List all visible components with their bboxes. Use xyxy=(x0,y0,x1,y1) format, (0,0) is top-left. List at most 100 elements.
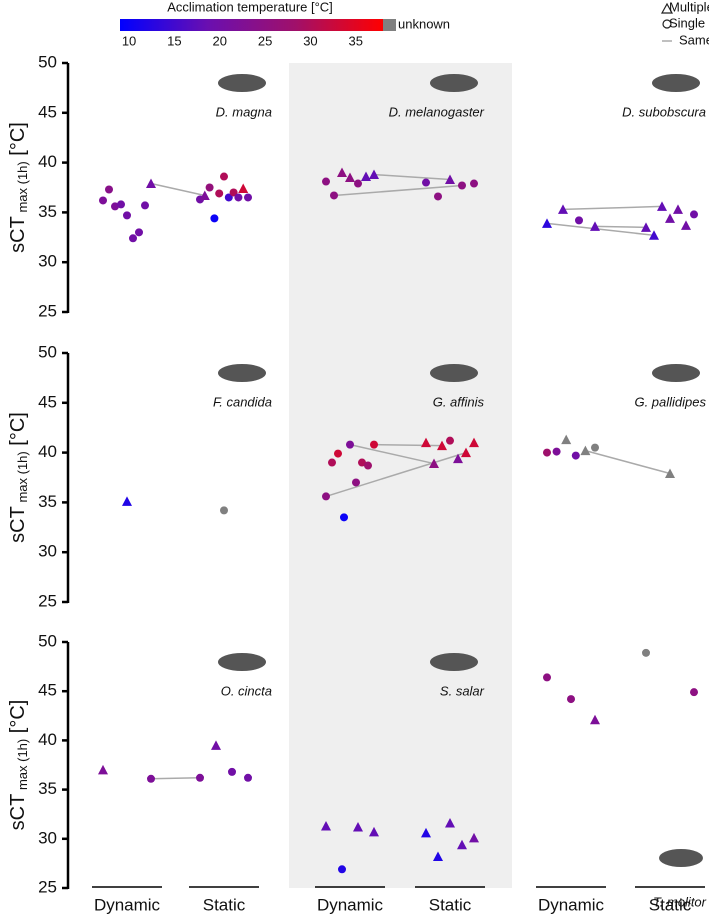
circle-point xyxy=(244,193,252,202)
y-tick-label: 40 xyxy=(38,442,57,461)
triangle-point xyxy=(542,218,552,228)
circle-point xyxy=(123,211,131,220)
triangle-point xyxy=(445,818,455,828)
circle-point xyxy=(422,178,430,187)
species-label: O. cincta xyxy=(221,683,272,698)
circle-point xyxy=(364,461,372,470)
y-tick-label: 30 xyxy=(38,828,57,847)
y-tick-label: 30 xyxy=(38,252,57,271)
legend-label: Single measurement xyxy=(669,15,709,30)
circle-point xyxy=(220,172,228,181)
legend-label: Same publication xyxy=(679,32,709,47)
triangle-point xyxy=(590,221,600,231)
colorbar xyxy=(120,19,383,31)
circle-point xyxy=(328,458,336,467)
species-label: D. melanogaster xyxy=(389,104,485,119)
circle-point xyxy=(543,448,551,457)
triangle-point xyxy=(649,230,659,240)
triangle-point xyxy=(421,437,431,448)
circle-point xyxy=(99,196,107,205)
triangle-point xyxy=(337,167,347,178)
x-category-label: Static xyxy=(649,895,692,914)
colorbar-tick-label: 10 xyxy=(122,33,136,48)
y-axis-label-part: max (1h) xyxy=(15,451,30,506)
y-tick-label: 35 xyxy=(38,492,57,511)
animal-silhouette xyxy=(430,364,478,382)
triangle-point xyxy=(238,183,249,193)
circle-point xyxy=(690,210,698,219)
circle-point xyxy=(358,458,366,467)
circle-point xyxy=(215,189,224,198)
y-tick-label: 50 xyxy=(38,52,57,71)
circle-point xyxy=(196,773,204,782)
animal-silhouette xyxy=(218,364,266,382)
publication-link xyxy=(373,443,443,447)
publication-link xyxy=(325,451,467,498)
y-axis-label-part: [°C] xyxy=(7,122,29,161)
triangle-point xyxy=(437,440,447,451)
y-tick-label: 35 xyxy=(38,202,57,221)
triangle-point xyxy=(433,851,443,862)
legend-triangle xyxy=(660,2,674,14)
circle-point xyxy=(338,865,346,874)
circle-point xyxy=(434,192,442,201)
triangle-point xyxy=(369,826,379,837)
triangle-point xyxy=(361,171,371,182)
triangle-point xyxy=(122,496,132,506)
y-axis-label-part: sCT xyxy=(7,216,29,253)
y-axis-label-part: sCT xyxy=(7,506,29,543)
circle-point xyxy=(571,451,580,460)
triangle-point xyxy=(146,178,156,189)
circle-point xyxy=(354,179,362,188)
circle-point xyxy=(446,436,454,445)
animal-silhouette xyxy=(218,653,266,671)
x-category-label: Static xyxy=(429,895,472,914)
y-tick-label: 25 xyxy=(38,301,57,320)
colorbar-unknown xyxy=(383,19,396,31)
circle-point xyxy=(370,440,378,449)
species-label: F. candida xyxy=(213,394,272,409)
animal-silhouette xyxy=(652,364,700,382)
y-tick-label: 40 xyxy=(38,152,57,171)
colorbar-tick-label: 25 xyxy=(258,33,272,48)
publication-link xyxy=(585,449,671,475)
triangle-point xyxy=(429,458,439,469)
species-label: S. salar xyxy=(440,683,485,698)
triangle-point xyxy=(461,447,471,458)
circle-point xyxy=(111,202,119,211)
animal-silhouette xyxy=(430,74,478,92)
triangle-point xyxy=(98,764,108,775)
circle-point xyxy=(322,177,330,186)
y-axis-label-part: max (1h) xyxy=(15,161,30,216)
publication-link xyxy=(349,443,435,465)
triangle-point xyxy=(665,468,675,479)
circle-point xyxy=(224,193,233,202)
animal-silhouette xyxy=(652,74,700,92)
animal-silhouette xyxy=(659,849,703,867)
y-tick-label: 30 xyxy=(38,542,57,561)
triangle-point xyxy=(321,821,331,831)
x-category-label: Dynamic xyxy=(317,895,384,914)
triangle-point xyxy=(421,827,431,838)
y-tick-label: 45 xyxy=(38,681,57,700)
x-category-label: Dynamic xyxy=(538,895,605,914)
triangle-point xyxy=(457,839,467,850)
circle-point xyxy=(690,688,698,697)
y-axis-label: sCT max (1h) [°C] xyxy=(7,700,30,831)
triangle-point xyxy=(345,172,355,183)
y-tick-label: 25 xyxy=(38,591,57,610)
animal-silhouette xyxy=(218,74,266,92)
y-tick-label: 35 xyxy=(38,779,57,798)
y-axis-label-part: [°C] xyxy=(7,700,29,739)
circle-point xyxy=(642,648,650,657)
publication-link xyxy=(562,205,663,211)
circle-point xyxy=(340,513,348,522)
species-label: D. magna xyxy=(216,104,272,119)
animal-silhouette xyxy=(430,653,478,671)
circle-point xyxy=(330,191,338,200)
triangle-point xyxy=(561,434,572,445)
circle-point xyxy=(322,492,330,501)
triangle-point xyxy=(199,190,210,200)
circle-point xyxy=(334,449,342,458)
